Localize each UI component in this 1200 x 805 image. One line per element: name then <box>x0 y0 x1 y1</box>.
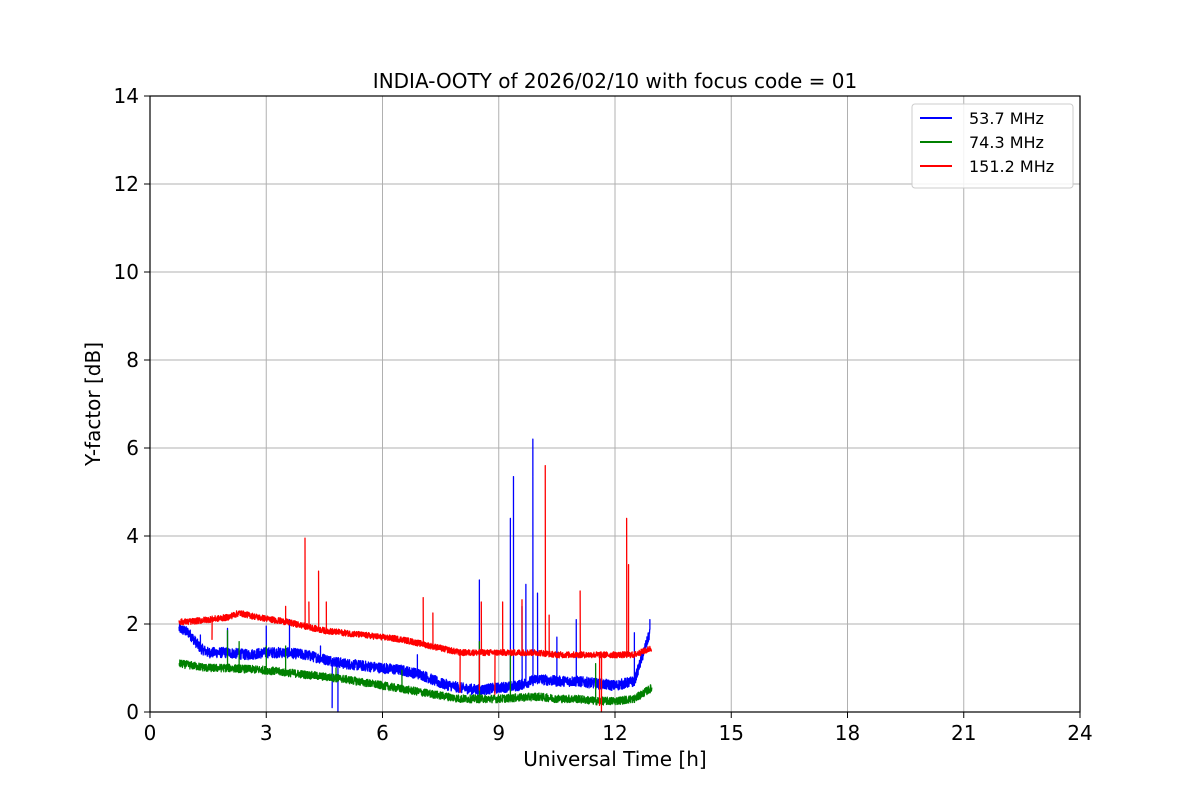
series-line-0 <box>178 438 651 713</box>
y-tick-label-5: 10 <box>114 260 139 284</box>
legend-label-2: 151.2 MHz <box>969 157 1054 176</box>
y-tick-label-0: 0 <box>126 700 139 724</box>
y-tick-label-2: 4 <box>126 524 139 548</box>
series-line-1 <box>178 629 653 706</box>
x-tick-label-1: 3 <box>260 721 273 745</box>
x-axis: 0 3 6 9 12 15 18 21 24 <box>144 712 1093 745</box>
y-axis: 0 2 4 6 8 10 12 14 <box>114 84 150 724</box>
x-tick-label-3: 9 <box>492 721 505 745</box>
x-axis-label: Universal Time [h] <box>523 747 706 771</box>
series-layer <box>178 438 653 713</box>
x-tick-label-7: 21 <box>951 721 976 745</box>
x-tick-label-0: 0 <box>144 721 157 745</box>
x-tick-label-4: 12 <box>602 721 627 745</box>
legend: 53.7 MHz 74.3 MHz 151.2 MHz <box>911 103 1074 189</box>
chart-title: INDIA-OOTY of 2026/02/10 with focus code… <box>373 69 857 93</box>
y-axis-label: Y-factor [dB] <box>81 342 105 467</box>
x-tick-label-8: 24 <box>1067 721 1092 745</box>
legend-label-1: 74.3 MHz <box>969 133 1044 152</box>
x-tick-label-6: 18 <box>835 721 860 745</box>
x-tick-label-2: 6 <box>376 721 389 745</box>
y-tick-label-4: 8 <box>126 348 139 372</box>
legend-label-0: 53.7 MHz <box>969 109 1044 128</box>
x-tick-label-5: 15 <box>719 721 744 745</box>
y-tick-label-1: 2 <box>126 612 139 636</box>
series-line-2 <box>178 464 653 713</box>
y-tick-label-7: 14 <box>114 84 139 108</box>
y-tick-label-6: 12 <box>114 172 139 196</box>
legend-box <box>911 103 1074 189</box>
y-tick-label-3: 6 <box>126 436 139 460</box>
